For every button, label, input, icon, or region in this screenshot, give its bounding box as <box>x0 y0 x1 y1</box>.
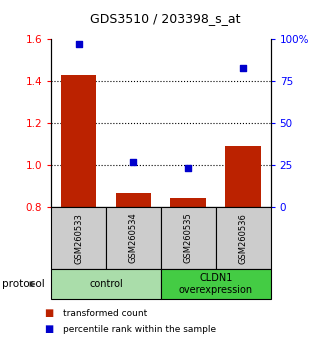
Bar <box>171 198 206 207</box>
Point <box>186 166 191 171</box>
Text: percentile rank within the sample: percentile rank within the sample <box>63 325 216 334</box>
Text: GSM260534: GSM260534 <box>129 213 138 263</box>
Point <box>131 159 136 165</box>
Point <box>241 65 246 70</box>
Text: GSM260535: GSM260535 <box>184 213 193 263</box>
Text: ■: ■ <box>45 324 54 334</box>
Text: control: control <box>89 279 123 289</box>
Point <box>76 41 81 47</box>
Text: GSM260536: GSM260536 <box>239 213 248 263</box>
Bar <box>115 193 151 207</box>
Bar <box>61 75 96 207</box>
Text: CLDN1
overexpression: CLDN1 overexpression <box>179 273 253 295</box>
Text: ■: ■ <box>45 308 54 318</box>
Text: GSM260533: GSM260533 <box>74 213 83 263</box>
Bar <box>225 146 261 207</box>
Text: transformed count: transformed count <box>63 309 147 318</box>
Text: GDS3510 / 203398_s_at: GDS3510 / 203398_s_at <box>90 12 240 25</box>
Text: protocol: protocol <box>2 279 45 289</box>
